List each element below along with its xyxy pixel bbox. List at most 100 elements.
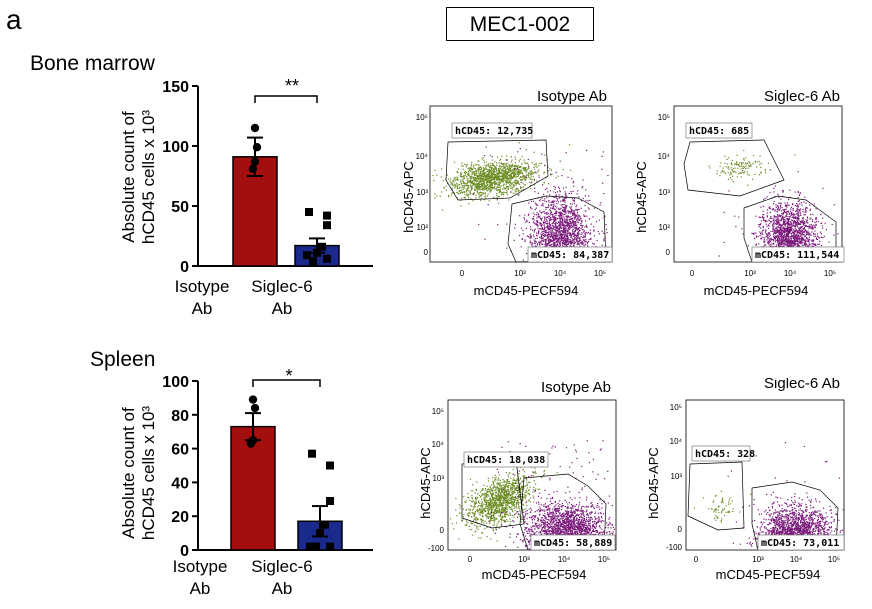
data-point — [246, 439, 256, 448]
mcd45-gate-count: mCD45: 84,387 — [531, 250, 609, 261]
y-tick-label: 10⁴ — [670, 437, 683, 446]
x-tick-label: 10⁴ — [790, 555, 803, 564]
flow-plot-sp-isotype: Isotype Ab 10⁵ 10⁴ 10³ 0 -100 0 10³ 10⁴ … — [418, 379, 617, 582]
data-point — [305, 208, 313, 216]
x-tick-label: 10³ — [752, 555, 764, 564]
gate-label-box — [451, 122, 533, 139]
data-point — [306, 542, 314, 551]
flow-plot-title: Siglec-6 Ab — [764, 88, 840, 105]
x-tick-label: 0 — [468, 555, 473, 564]
data-point — [323, 221, 331, 230]
significance-bracket — [252, 379, 321, 387]
mcd45-gate — [519, 473, 607, 551]
x-tick-label-isotype-2: Ab — [190, 579, 211, 598]
gate-label-box — [685, 122, 753, 139]
y-tick-label: 10⁵ — [658, 113, 670, 122]
x-tick-label: 0 — [690, 269, 695, 278]
section-title-bone-marrow: Bone marrow — [30, 52, 155, 75]
x-axis-label: mCD45-PECF594 — [474, 283, 579, 298]
scattered-events — [718, 169, 839, 257]
y-tick-label: 0 — [666, 248, 671, 257]
scattered-events — [727, 442, 841, 545]
x-tick-label: 10³ — [518, 555, 530, 564]
y-axis-label: hCD45-APC — [634, 161, 649, 233]
y-axis-label-line1: Absolute count of — [119, 407, 138, 539]
flow-plot-title: Isotype Ab — [537, 88, 607, 105]
x-axis-label: mCD45-PECF594 — [482, 567, 587, 582]
x-tick-label-isotype-1: Isotype — [173, 557, 228, 576]
data-point — [326, 461, 334, 470]
x-tick-label-isotype-2: Ab — [192, 299, 213, 318]
mcd45-gate — [507, 195, 607, 263]
data-point — [326, 542, 334, 551]
x-axis-label: mCD45-PECF594 — [716, 567, 821, 582]
data-point — [303, 251, 311, 260]
hcd45-gate-count: hCD45: 18,038 — [467, 455, 545, 466]
data-point — [313, 248, 321, 257]
bar-chart-bone-marrow: Absolute count of hCD45 cells x 10³ 0 50 1… — [119, 76, 373, 318]
flow-plot-sp-siglec: Siglec-6 Ab 10⁵ 10⁴ 10³ 0 -100 0 10³ 10⁴… — [646, 378, 845, 582]
flow-plot-area — [685, 399, 845, 551]
x-tick-label: 10⁴ — [784, 269, 797, 278]
flow-plot-area — [429, 105, 613, 263]
panel-letter: a — [6, 4, 22, 35]
flow-plot-bm-isotype: Isotype Ab 10⁵ 10⁴ 10³ 10² 0 0 10³ 10⁴ 1… — [401, 88, 613, 298]
y-tick-label: 40 — [171, 475, 189, 492]
y-tick-label: 10⁵ — [432, 407, 444, 416]
x-tick-label: 10⁵ — [598, 555, 610, 564]
y-axis-label-line2: hCD45 cells x 10³ — [139, 110, 158, 245]
plot-frame — [447, 399, 617, 551]
y-axis-label: hCD45-APC — [418, 447, 433, 519]
hcd45-gate-count: hCD45: 328 — [695, 449, 755, 460]
y-tick-label: 10⁵ — [670, 403, 682, 412]
y-tick-label: 10² — [416, 223, 428, 232]
y-tick-label: 10² — [658, 223, 670, 232]
hcd45-gate — [683, 139, 785, 197]
y-tick-label: 150 — [162, 79, 189, 96]
x-tick-label: 10⁵ — [828, 555, 840, 564]
y-tick-label: 10⁵ — [416, 113, 428, 122]
scattered-events — [472, 146, 609, 254]
human-cell-population — [693, 490, 752, 523]
x-tick-label-siglec-2: Ab — [272, 299, 293, 318]
y-tick-label: 100 — [162, 374, 189, 391]
data-point — [321, 520, 329, 529]
human-cell-population — [432, 142, 572, 211]
x-tick-label-siglec-2: Ab — [272, 579, 293, 598]
y-tick-label: -100 — [666, 543, 683, 552]
gate-label-box — [463, 451, 549, 468]
y-tick-label: -100 — [428, 544, 445, 553]
y-axis-label-line2: hCD45 cells x 10³ — [139, 406, 158, 541]
section-title-spleen: Spleen — [90, 348, 156, 371]
y-tick-label: 10⁴ — [432, 440, 445, 449]
y-tick-label: 0 — [180, 543, 189, 560]
y-axis-label-line1: Absolute count of — [119, 111, 138, 243]
x-tick-label: 10³ — [744, 269, 756, 278]
y-tick-label: 10³ — [432, 474, 444, 483]
y-tick-label: 100 — [162, 139, 189, 156]
x-tick-label: 10⁴ — [558, 555, 571, 564]
flow-plot-title: Isotype Ab — [541, 379, 611, 396]
significance-marker: ** — [285, 76, 299, 96]
data-point — [308, 449, 316, 458]
gate-label-box — [527, 246, 613, 263]
figure-title: MEC1-002 — [446, 7, 594, 41]
significance-bracket — [254, 95, 318, 103]
significance-marker: * — [285, 368, 292, 386]
x-tick-label: 0 — [694, 555, 699, 564]
x-tick-label: 10⁵ — [594, 269, 606, 278]
human-cell-population — [708, 149, 796, 186]
data-point — [250, 157, 260, 166]
scattered-events — [488, 440, 611, 547]
gate-label-box — [530, 534, 616, 551]
x-tick-label-siglec-1: Siglec-6 — [251, 277, 312, 296]
y-tick-label: 0 — [440, 526, 445, 535]
y-axis-label: hCD45-APC — [646, 447, 661, 519]
y-tick-label: 10⁴ — [658, 152, 671, 161]
y-tick-label: 0 — [180, 259, 189, 276]
y-tick-label: 0 — [678, 525, 683, 534]
data-point — [250, 123, 260, 133]
human-cell-population — [449, 455, 558, 542]
flow-plot-title: Siglec-6 Ab — [764, 378, 840, 392]
data-point — [326, 496, 334, 505]
